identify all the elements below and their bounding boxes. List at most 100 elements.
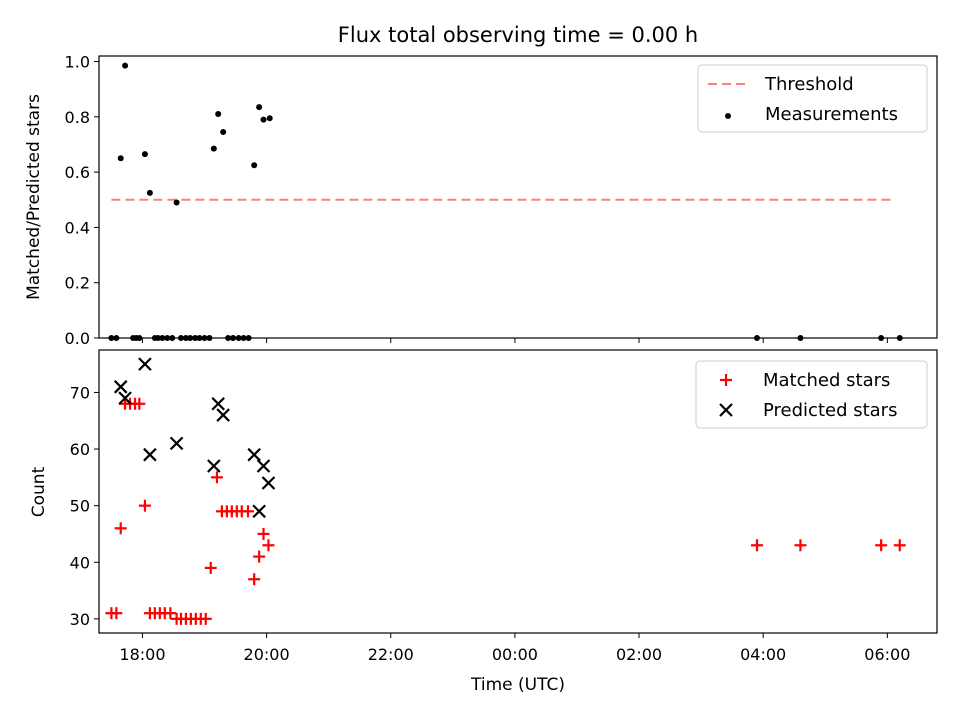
measurement-point	[122, 62, 129, 69]
x-tick-label: 06:00	[864, 645, 910, 664]
bottom-panel: 30 40 50 60 70 18:00 20:00 22:00 00:00 02:00 04:0…	[29, 349, 938, 695]
bottom-y-tick-label: 50	[70, 497, 90, 516]
legend-measurements-label: Measurements	[765, 104, 898, 125]
matched-star-point	[138, 499, 151, 512]
matched-star-point	[257, 527, 270, 540]
measurement-point	[169, 335, 176, 341]
measurement-point	[260, 116, 267, 123]
bottom-x-axis: 18:00 20:00 22:00 00:00 02:00 04:00 06:00	[119, 633, 910, 664]
legend-matched-swatch	[720, 374, 732, 386]
measurement-point	[159, 335, 166, 341]
measurement-point	[177, 335, 184, 341]
measurement-point	[251, 162, 258, 169]
matched-star-point	[750, 539, 763, 552]
legend-predicted-swatch	[719, 403, 733, 417]
matched-star-point	[241, 505, 254, 518]
measurement-point	[136, 335, 143, 341]
measurement-point	[196, 335, 203, 341]
top-panel: 0.0 0.2 0.4 0.6 0.8 1.0 Matched/Predicted sta…	[24, 53, 938, 348]
top-y-tick-label: 1.0	[65, 53, 90, 72]
top-y-tick-label: 0.6	[65, 163, 90, 182]
predicted-star-point	[211, 396, 225, 411]
matched-star-point	[253, 550, 266, 563]
bottom-y-axis: 30 40 50 60 70	[70, 383, 99, 629]
matched-star-point	[794, 539, 807, 552]
x-tick-label: 02:00	[616, 645, 662, 664]
measurement-point	[220, 129, 227, 136]
predicted-star-point	[138, 357, 152, 371]
x-tick-label: 00:00	[492, 645, 538, 664]
predicted-star-point	[216, 408, 230, 422]
x-tick-label: 18:00	[119, 645, 165, 664]
predicted-star-point	[261, 476, 276, 490]
predicted-star-point	[118, 391, 132, 405]
measurement-point	[878, 335, 885, 341]
x-tick-label: 04:00	[740, 645, 786, 664]
predicted-star-point	[256, 459, 271, 473]
legend-matched-label: Matched stars	[763, 370, 890, 391]
chart-title: Flux total observing time = 0.00 h	[338, 23, 698, 47]
measurement-point	[201, 335, 208, 341]
measurement-point	[192, 335, 199, 341]
matched-star-point	[133, 397, 146, 410]
predicted-star-point	[169, 436, 184, 451]
matched-star-point	[199, 612, 212, 625]
bottom-y-tick-label: 60	[70, 440, 90, 459]
matched-star-point	[893, 539, 906, 552]
measurement-point	[797, 335, 804, 341]
matched-star-point	[204, 561, 217, 574]
top-plot-frame	[98, 55, 938, 339]
bottom-legend-box	[695, 360, 928, 429]
measurement-point	[182, 335, 189, 341]
top-y-tick-label: 0.0	[65, 329, 90, 348]
top-legend: Threshold Measurements	[697, 64, 928, 133]
matched-star-point	[110, 607, 123, 620]
bottom-y-axis-label: Count	[29, 466, 49, 517]
bottom-series	[105, 357, 906, 625]
top-x-axis	[141, 338, 888, 343]
measurement-point	[215, 111, 222, 118]
x-axis-label: Time (UTC)	[470, 675, 565, 695]
measurements-series	[108, 62, 903, 341]
legend-predicted-label: Predicted stars	[763, 400, 897, 421]
measurement-point	[164, 335, 171, 341]
bottom-y-tick-label: 70	[70, 383, 90, 402]
top-y-axis-label: Matched/Predicted stars	[24, 94, 44, 300]
measurement-point	[235, 335, 242, 341]
x-tick-label: 22:00	[368, 645, 414, 664]
top-y-tick-label: 0.8	[65, 108, 90, 127]
predicted-star-point	[247, 447, 261, 462]
measurement-point	[141, 151, 148, 158]
bottom-plot-frame	[98, 349, 938, 634]
bottom-legend: Matched stars Predicted stars	[695, 360, 928, 429]
measurement-point	[108, 335, 115, 341]
measurement-point	[240, 335, 247, 341]
measurement-point	[225, 335, 232, 341]
legend-threshold-label: Threshold	[764, 74, 854, 95]
matched-star-point	[875, 539, 888, 552]
top-y-tick-label: 0.2	[65, 274, 90, 293]
top-y-tick-label: 0.4	[65, 218, 90, 237]
predicted-star-point	[252, 504, 266, 519]
matched-star-point	[210, 471, 223, 484]
measurement-point	[113, 335, 120, 341]
bottom-y-tick-label: 40	[70, 553, 90, 572]
measurement-point	[256, 104, 263, 111]
matched-star-point	[114, 522, 127, 535]
predicted-star-point	[113, 380, 128, 394]
measurement-point	[187, 335, 194, 341]
top-y-axis: 0.0 0.2 0.4 0.6 0.8 1.0	[65, 53, 99, 348]
legend-predicted-marker	[719, 403, 733, 417]
matched-star-point	[164, 607, 177, 620]
predicted-star-point	[207, 459, 221, 473]
measurement-point	[266, 115, 273, 122]
measurement-point	[146, 189, 153, 196]
measurement-point	[245, 335, 252, 341]
matched-star-point	[262, 539, 275, 552]
measurement-point	[117, 155, 124, 162]
predicted-star-point	[143, 447, 157, 462]
measurement-point	[206, 335, 213, 341]
matched-star-point	[248, 573, 261, 586]
legend-matched-marker	[720, 374, 732, 386]
